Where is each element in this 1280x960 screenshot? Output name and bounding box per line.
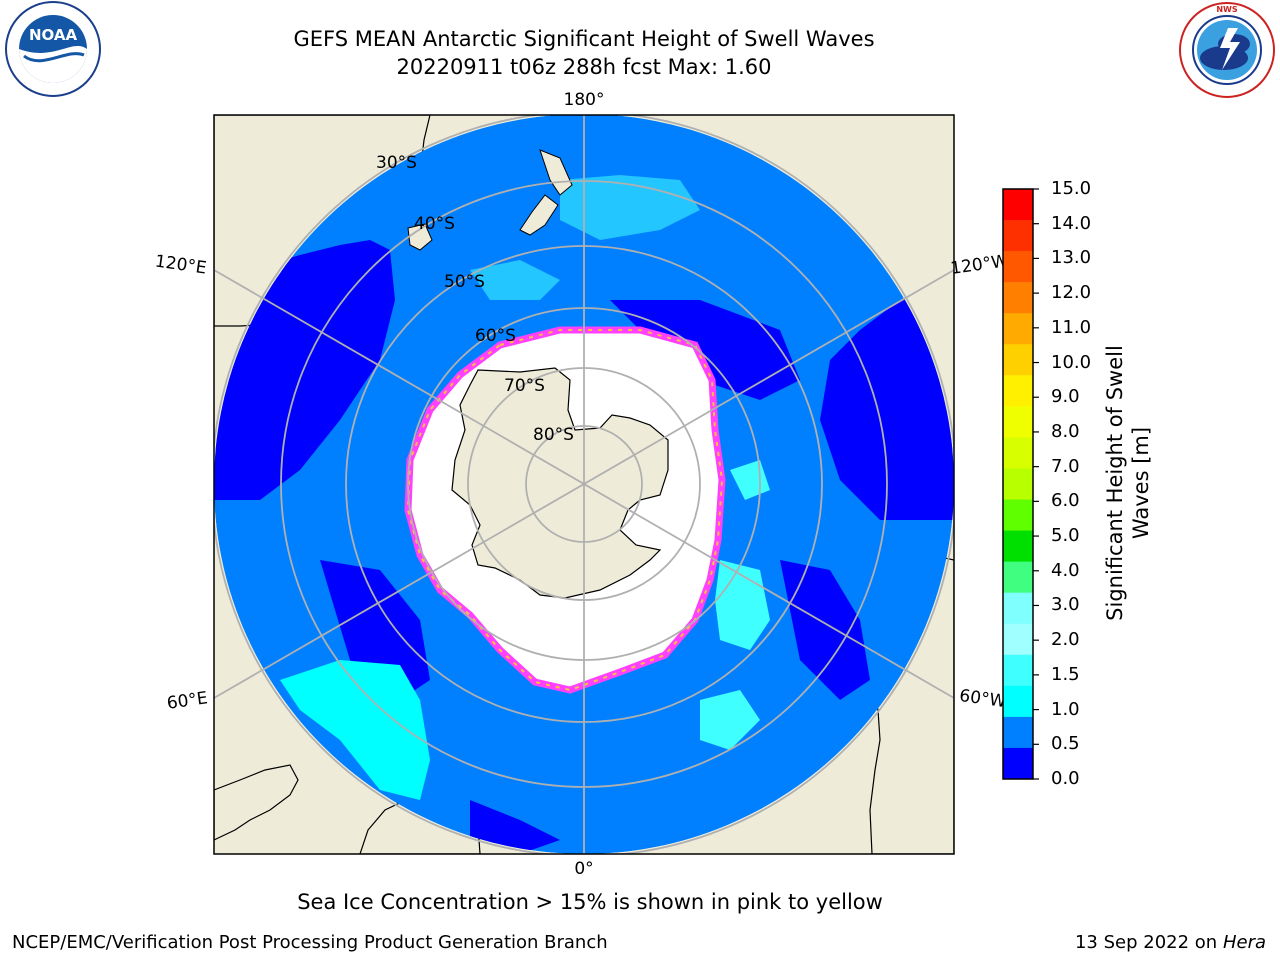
nws-logo: NWS [1179, 2, 1275, 98]
lon-label-0: 0° [574, 859, 593, 879]
meridian-60e-120w [214, 269, 954, 699]
lat-label-50s: 50°S [444, 272, 485, 292]
lon-label-120w: 120°W [949, 251, 1009, 279]
colorbar-tick-label: 2.0 [1051, 629, 1080, 651]
sea-ice-note: Sea Ice Concentration > 15% is shown in … [297, 890, 883, 914]
colorbar-segment [1003, 716, 1033, 749]
colorbar-tick-label: 0.0 [1051, 768, 1080, 789]
colorbar-segment [1003, 220, 1033, 252]
colorbar-tick-label: 4.0 [1051, 559, 1080, 581]
colorbar-tick-label: 6.0 [1051, 490, 1080, 512]
swell-high-southwest [280, 660, 430, 800]
colorbar-segment [1003, 437, 1033, 469]
colorbar-segment [1003, 623, 1033, 656]
map-frame [213, 114, 955, 855]
swell-high-south [700, 690, 760, 750]
colorbar-tick-label: 10.0 [1051, 351, 1092, 373]
swell-low-southwest [320, 560, 430, 700]
colorbar-segment [1003, 685, 1033, 718]
noaa-logo: NOAA [5, 1, 101, 97]
colorbar-tick-label: 7.0 [1051, 455, 1080, 477]
lat-label-70s: 70°S [504, 376, 545, 396]
colorbar-segment [1003, 561, 1033, 594]
colorbar [1003, 188, 1039, 780]
date-value: 13 Sep 2022 on [1074, 932, 1218, 953]
swell-low-east [820, 290, 954, 520]
machine-name: Hera [1222, 932, 1266, 953]
colorbar-title: Significant Height of Swell Waves [m] [1103, 345, 1153, 621]
date-text: 13 Sep 2022 on Hera [1075, 932, 1266, 953]
colorbar-frame [1002, 188, 1034, 780]
swell-low-south [470, 800, 560, 854]
lat-label-60s: 60°S [475, 326, 516, 346]
colorbar-segment [1003, 344, 1033, 376]
new-zealand-north-island [539, 149, 573, 196]
colorbar-segment [1003, 406, 1033, 438]
lat-label-40s: 40°S [414, 214, 455, 234]
colorbar-tick-label: 1.0 [1051, 698, 1080, 720]
lat-label-30s: 30°S [376, 153, 417, 173]
colorbar-tick-label: 15.0 [1051, 178, 1092, 199]
graticule [214, 115, 954, 854]
colorbar-segment [1003, 747, 1033, 780]
colorbar-tick-label: 0.5 [1051, 733, 1080, 755]
swell-low-southeast [780, 560, 870, 700]
colorbar-segment [1003, 282, 1033, 314]
colorbar-segment [1003, 468, 1033, 501]
lon-label-120e: 120°E [154, 252, 208, 279]
chart-subtitle: 20220911 t06z 288h fcst Max: 1.60 [396, 55, 772, 79]
colorbar-tick-label: 5.0 [1051, 525, 1080, 547]
colorbar-tick-label: 12.0 [1051, 282, 1092, 304]
new-zealand-south-island [519, 194, 559, 236]
colorbar-tick-label: 9.0 [1051, 386, 1080, 408]
lon-label-180: 180° [564, 90, 605, 110]
lon-label-60w: 60°W [958, 686, 1007, 712]
colorbar-segment [1003, 530, 1033, 563]
colorbar-segment [1003, 189, 1033, 221]
antarctica-land [451, 367, 669, 599]
colorbar-tick-label: 8.0 [1051, 420, 1080, 442]
colorbar-segment [1003, 313, 1033, 345]
swell-high-northwest [470, 260, 560, 300]
colorbar-tick-label: 11.0 [1051, 316, 1092, 338]
colorbar-segment [1003, 592, 1033, 625]
colorbar-tick-label: 13.0 [1051, 247, 1092, 269]
colorbar-segment [1003, 251, 1033, 283]
madagascar-land [214, 764, 299, 841]
chart-title: GEFS MEAN Antarctic Significant Height o… [293, 27, 875, 51]
colorbar-segment [1003, 375, 1033, 407]
credit-text: NCEP/EMC/Verification Post Processing Pr… [12, 932, 608, 953]
colorbar-segment [1003, 499, 1033, 532]
colorbar-segment [1003, 654, 1033, 687]
lon-label-60e: 60°E [166, 688, 209, 713]
noaa-logo-text: NOAA [29, 26, 78, 44]
colorbar-tick-label: 14.0 [1051, 212, 1092, 234]
tasmania-land [407, 223, 433, 251]
colorbar-tick-label: 3.0 [1051, 594, 1080, 616]
lat-label-80s: 80°S [533, 425, 574, 445]
swell-high-southeast [715, 560, 770, 650]
svg-text:NWS: NWS [1216, 5, 1238, 14]
colorbar-tick-label: 1.5 [1051, 663, 1080, 685]
